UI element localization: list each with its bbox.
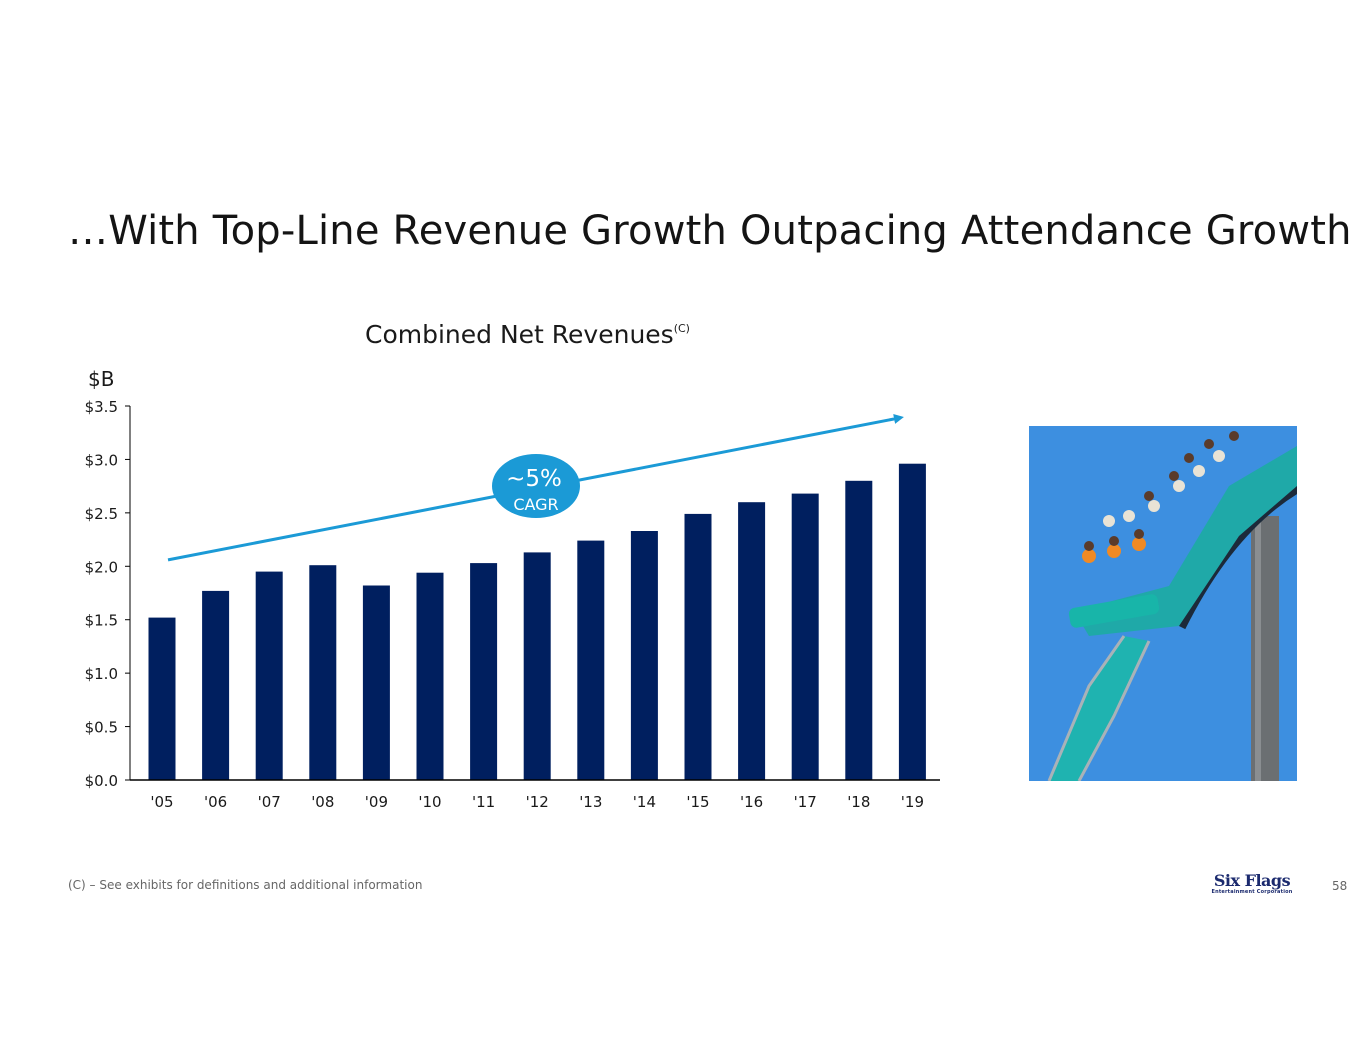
y-tick-label: $2.0 bbox=[85, 558, 118, 576]
bar-19 bbox=[898, 463, 926, 780]
roller-coaster-photo bbox=[1029, 426, 1297, 781]
x-tick-label: '06 bbox=[204, 793, 227, 811]
bar-15 bbox=[684, 513, 712, 780]
x-tick-label: '14 bbox=[633, 793, 656, 811]
chart-title: Combined Net Revenues(C) bbox=[365, 320, 690, 349]
bar-05 bbox=[148, 617, 176, 780]
x-tick-label: '05 bbox=[150, 793, 173, 811]
bar-16 bbox=[738, 502, 766, 780]
x-tick-label: '12 bbox=[526, 793, 549, 811]
cagr-value: ~5% bbox=[506, 466, 562, 492]
bar-06 bbox=[202, 590, 230, 780]
chart-title-superscript: (C) bbox=[673, 322, 690, 335]
footnote: (C) – See exhibits for definitions and a… bbox=[68, 878, 423, 892]
revenue-bar-chart: $0.0 $0.5 $1.0 $1.5 $2.0 $2.5 $3.0 $3.5 '05 '06 '… bbox=[85, 398, 940, 811]
bar-12 bbox=[523, 552, 551, 780]
cagr-badge: ~5% CAGR bbox=[492, 454, 580, 518]
y-tick-label: $1.0 bbox=[85, 665, 118, 683]
bar-08 bbox=[309, 565, 337, 780]
bar-11 bbox=[470, 563, 498, 780]
six-flags-logo: Six Flags Entertainment Corporation bbox=[1204, 872, 1300, 895]
chart-title-text: Combined Net Revenues bbox=[365, 320, 674, 349]
x-tick-label: '13 bbox=[579, 793, 602, 811]
y-tick-label: $0.5 bbox=[85, 719, 118, 737]
x-tick-label: '07 bbox=[258, 793, 281, 811]
roller-coaster-illustration bbox=[1029, 426, 1297, 781]
bar-10 bbox=[416, 572, 444, 780]
x-tick-label: '11 bbox=[472, 793, 495, 811]
page-number: 58 bbox=[1332, 879, 1348, 893]
x-tick-label: '09 bbox=[365, 793, 388, 811]
logo-subtitle: Entertainment Corporation bbox=[1211, 889, 1293, 895]
bar-09 bbox=[362, 585, 390, 780]
x-tick-label: '17 bbox=[794, 793, 817, 811]
bar-14 bbox=[630, 531, 658, 780]
x-tick-label: '08 bbox=[311, 793, 334, 811]
bar-07 bbox=[255, 571, 283, 780]
y-tick-label: $3.0 bbox=[85, 451, 118, 469]
x-tick-label: '19 bbox=[901, 793, 924, 811]
bar-17 bbox=[791, 493, 819, 780]
y-tick-label: $3.5 bbox=[85, 398, 118, 416]
slide-title: …With Top-Line Revenue Growth Outpacing … bbox=[68, 208, 1352, 254]
cagr-label: CAGR bbox=[513, 495, 558, 514]
y-tick-label: $0.0 bbox=[85, 772, 118, 790]
y-tick-label: $1.5 bbox=[85, 612, 118, 630]
x-tick-label: '15 bbox=[686, 793, 709, 811]
bar-13 bbox=[577, 540, 605, 780]
y-axis-unit-label: $B bbox=[88, 367, 115, 391]
x-tick-label: '18 bbox=[847, 793, 870, 811]
x-tick-label: '10 bbox=[418, 793, 441, 811]
cagr-badge-background bbox=[492, 454, 580, 518]
logo-wordmark: Six Flags bbox=[1213, 871, 1291, 890]
bar-18 bbox=[845, 480, 873, 780]
y-tick-label: $2.5 bbox=[85, 505, 118, 523]
x-tick-label: '16 bbox=[740, 793, 763, 811]
